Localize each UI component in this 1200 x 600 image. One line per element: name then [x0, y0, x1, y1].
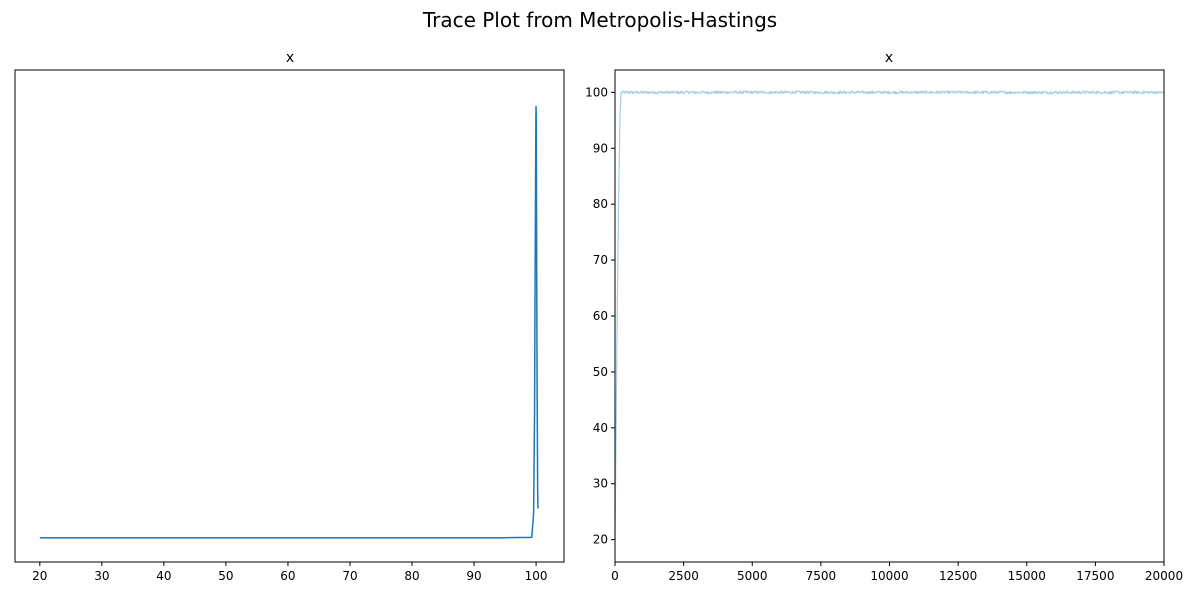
figure-suptitle: Trace Plot from Metropolis-Hastings — [422, 8, 777, 32]
right-y-tick-label: 30 — [593, 477, 608, 491]
left-x-tick-label: 40 — [156, 569, 171, 583]
right-y-tick-label: 100 — [585, 85, 608, 99]
right-y-tick-label: 70 — [593, 253, 608, 267]
right-axes-frame — [614, 69, 1165, 563]
left-x-tick-label: 80 — [404, 569, 419, 583]
left-x-axis-ticks: 20 30 40 50 60 70 80 90 100 — [32, 562, 548, 583]
right-panel-trace-plot: x 0 2500 5000 7500 10000 12500 15000 17500 20000… — [585, 50, 1183, 583]
right-y-tick-label: 50 — [593, 365, 608, 379]
right-trace-line — [614, 90, 1165, 540]
right-y-tick-label: 40 — [593, 421, 608, 435]
right-x-tick-label: 5000 — [737, 569, 768, 583]
right-plot-area — [614, 90, 1165, 540]
left-x-tick-label: 20 — [32, 569, 47, 583]
left-x-tick-label: 60 — [280, 569, 295, 583]
right-y-tick-label: 20 — [593, 533, 608, 547]
left-axes-frame — [14, 69, 565, 563]
right-x-axis-ticks: 0 2500 5000 7500 10000 12500 15000 17500 20000 — [611, 562, 1183, 583]
left-x-tick-label: 100 — [525, 569, 548, 583]
right-x-tick-label: 2500 — [668, 569, 699, 583]
left-x-tick-label: 90 — [466, 569, 481, 583]
right-x-tick-label: 12500 — [939, 569, 977, 583]
left-panel-density-plot: x 20 30 40 50 60 70 80 90 100 — [14, 50, 565, 583]
right-y-tick-label: 90 — [593, 141, 608, 155]
left-panel-title: x — [286, 50, 294, 66]
left-x-tick-label: 50 — [218, 569, 233, 583]
right-y-tick-label: 80 — [593, 197, 608, 211]
right-x-tick-label: 0 — [611, 569, 619, 583]
right-x-tick-label: 17500 — [1076, 569, 1114, 583]
right-x-tick-label: 10000 — [870, 569, 908, 583]
left-x-tick-label: 30 — [94, 569, 109, 583]
right-x-tick-label: 7500 — [806, 569, 837, 583]
right-x-tick-label: 20000 — [1145, 569, 1183, 583]
right-y-axis-ticks: 20 30 40 50 60 70 80 90 100 — [585, 85, 615, 547]
left-density-line — [39, 105, 539, 539]
right-y-tick-label: 60 — [593, 309, 608, 323]
right-panel-title: x — [885, 50, 893, 66]
left-plot-area — [39, 105, 539, 539]
left-x-tick-label: 70 — [342, 569, 357, 583]
right-x-tick-label: 15000 — [1008, 569, 1046, 583]
